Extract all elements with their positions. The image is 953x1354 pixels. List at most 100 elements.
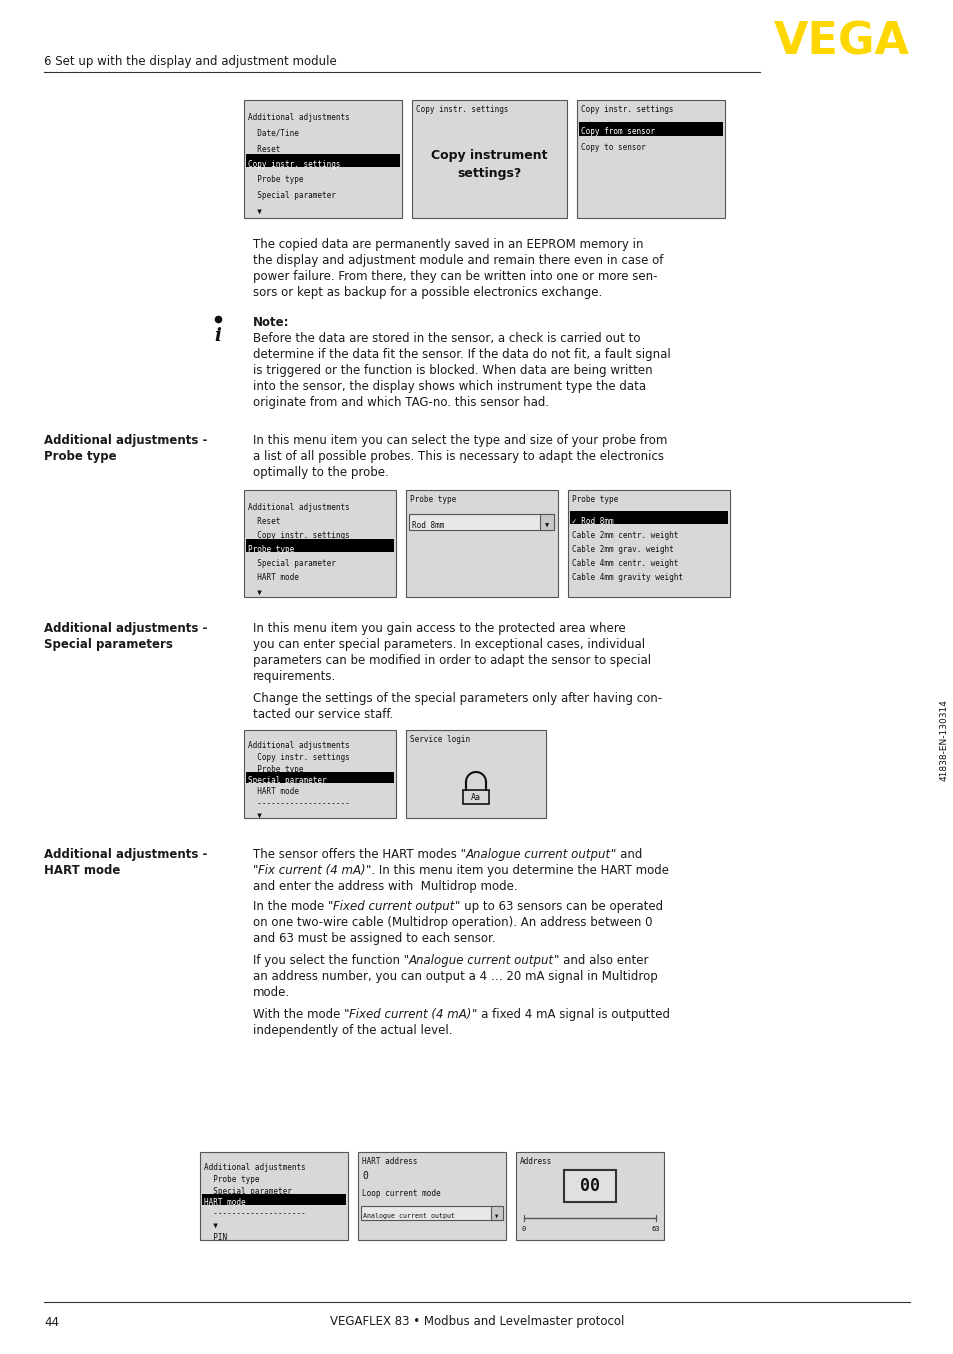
Text: Fix current (4 mA): Fix current (4 mA) bbox=[258, 864, 366, 877]
Text: Analogue current output: Analogue current output bbox=[465, 848, 611, 861]
Text: requirements.: requirements. bbox=[253, 670, 335, 682]
FancyBboxPatch shape bbox=[360, 1206, 498, 1220]
Text: ". In this menu item you determine the HART mode: ". In this menu item you determine the H… bbox=[366, 864, 668, 877]
Text: Cable 4mm gravity weight: Cable 4mm gravity weight bbox=[572, 574, 682, 582]
Text: HART mode: HART mode bbox=[248, 788, 298, 796]
FancyBboxPatch shape bbox=[578, 122, 722, 135]
Text: on one two-wire cable (Multidrop operation). An address between 0: on one two-wire cable (Multidrop operati… bbox=[253, 917, 652, 929]
Text: --------------------: -------------------- bbox=[204, 1209, 305, 1219]
Text: Probe type: Probe type bbox=[248, 176, 303, 184]
Text: " and also enter: " and also enter bbox=[554, 955, 648, 967]
Text: PIN: PIN bbox=[204, 1232, 227, 1242]
Text: ": " bbox=[253, 864, 258, 877]
FancyBboxPatch shape bbox=[202, 1193, 346, 1205]
FancyBboxPatch shape bbox=[244, 490, 395, 597]
Text: Additional adjustments -: Additional adjustments - bbox=[44, 848, 207, 861]
Text: If you select the function ": If you select the function " bbox=[253, 955, 409, 967]
Text: Copy instrument: Copy instrument bbox=[431, 149, 547, 162]
FancyBboxPatch shape bbox=[246, 539, 394, 552]
Text: 00: 00 bbox=[579, 1177, 599, 1196]
FancyBboxPatch shape bbox=[200, 1152, 348, 1240]
FancyBboxPatch shape bbox=[406, 490, 558, 597]
Text: the display and adjustment module and remain there even in case of: the display and adjustment module and re… bbox=[253, 255, 662, 267]
Text: " and: " and bbox=[611, 848, 641, 861]
Text: Special parameter: Special parameter bbox=[248, 776, 326, 785]
Text: Probe type: Probe type bbox=[44, 450, 116, 463]
FancyBboxPatch shape bbox=[563, 1170, 616, 1202]
Text: determine if the data fit the sensor. If the data do not fit, a fault signal: determine if the data fit the sensor. If… bbox=[253, 348, 670, 362]
Text: an address number, you can output a 4 … 20 mA signal in Multidrop: an address number, you can output a 4 … … bbox=[253, 969, 657, 983]
Text: Probe type: Probe type bbox=[248, 765, 303, 773]
FancyBboxPatch shape bbox=[246, 772, 394, 783]
Text: tacted our service staff.: tacted our service staff. bbox=[253, 708, 393, 720]
Text: Additional adjustments: Additional adjustments bbox=[248, 742, 350, 750]
Text: VEGAFLEX 83 • Modbus and Levelmaster protocol: VEGAFLEX 83 • Modbus and Levelmaster pro… bbox=[330, 1316, 623, 1328]
Text: i: i bbox=[214, 328, 221, 345]
Text: Analogue current output: Analogue current output bbox=[409, 955, 554, 967]
Text: VEGA: VEGA bbox=[773, 20, 909, 64]
Text: Probe type: Probe type bbox=[410, 496, 456, 505]
FancyBboxPatch shape bbox=[246, 153, 399, 167]
Text: Copy from sensor: Copy from sensor bbox=[580, 127, 655, 137]
Text: Cable 2mm centr. weight: Cable 2mm centr. weight bbox=[572, 532, 678, 540]
Text: The sensor offers the HART modes ": The sensor offers the HART modes " bbox=[253, 848, 465, 861]
FancyBboxPatch shape bbox=[357, 1152, 505, 1240]
FancyBboxPatch shape bbox=[244, 730, 395, 818]
Text: Copy instr. settings: Copy instr. settings bbox=[248, 160, 340, 169]
Text: independently of the actual level.: independently of the actual level. bbox=[253, 1024, 452, 1037]
Text: HART mode: HART mode bbox=[248, 574, 298, 582]
Text: 0: 0 bbox=[361, 1171, 368, 1181]
Text: Copy instr. settings: Copy instr. settings bbox=[248, 753, 350, 762]
Text: into the sensor, the display shows which instrument type the data: into the sensor, the display shows which… bbox=[253, 380, 645, 393]
Text: " up to 63 sensors can be operated: " up to 63 sensors can be operated bbox=[455, 900, 662, 913]
FancyBboxPatch shape bbox=[409, 515, 551, 529]
Text: and enter the address with  Multidrop mode.: and enter the address with Multidrop mod… bbox=[253, 880, 517, 894]
Text: Aa: Aa bbox=[471, 792, 480, 802]
Text: 6 Set up with the display and adjustment module: 6 Set up with the display and adjustment… bbox=[44, 56, 336, 69]
Text: Additional adjustments: Additional adjustments bbox=[248, 114, 350, 122]
Text: sors or kept as backup for a possible electronics exchange.: sors or kept as backup for a possible el… bbox=[253, 286, 601, 299]
Text: Additional adjustments: Additional adjustments bbox=[204, 1163, 305, 1173]
Text: ▼: ▼ bbox=[248, 811, 262, 819]
FancyBboxPatch shape bbox=[516, 1152, 663, 1240]
Text: Note:: Note: bbox=[253, 315, 289, 329]
Text: and 63 must be assigned to each sensor.: and 63 must be assigned to each sensor. bbox=[253, 932, 496, 945]
Text: HART mode: HART mode bbox=[44, 864, 120, 877]
Text: Fixed current (4 mA): Fixed current (4 mA) bbox=[349, 1007, 472, 1021]
Text: Probe type: Probe type bbox=[248, 546, 294, 555]
Text: With the mode ": With the mode " bbox=[253, 1007, 349, 1021]
FancyBboxPatch shape bbox=[539, 515, 554, 529]
Text: Copy instr. settings: Copy instr. settings bbox=[580, 106, 673, 115]
Text: HART address: HART address bbox=[361, 1158, 417, 1167]
Text: Reset: Reset bbox=[248, 517, 280, 527]
Text: ▼: ▼ bbox=[495, 1213, 498, 1219]
Text: " a fixed 4 mA signal is outputted: " a fixed 4 mA signal is outputted bbox=[472, 1007, 669, 1021]
Text: Analogue current output: Analogue current output bbox=[363, 1213, 455, 1219]
Text: 44: 44 bbox=[44, 1316, 59, 1328]
Text: Service login: Service login bbox=[410, 735, 470, 745]
Text: parameters can be modified in order to adapt the sensor to special: parameters can be modified in order to a… bbox=[253, 654, 651, 668]
Text: Additional adjustments: Additional adjustments bbox=[248, 504, 350, 513]
Text: Address: Address bbox=[519, 1158, 552, 1167]
Text: 41838-EN-130314: 41838-EN-130314 bbox=[939, 699, 947, 781]
Text: is triggered or the function is blocked. When data are being written: is triggered or the function is blocked.… bbox=[253, 364, 652, 376]
Text: settings?: settings? bbox=[456, 168, 521, 180]
Text: Cable 2mm grav. weight: Cable 2mm grav. weight bbox=[572, 546, 673, 555]
Text: --------------------: -------------------- bbox=[248, 799, 350, 808]
Text: HART mode: HART mode bbox=[204, 1198, 245, 1206]
Text: Cable 4mm centr. weight: Cable 4mm centr. weight bbox=[572, 559, 678, 569]
Text: optimally to the probe.: optimally to the probe. bbox=[253, 466, 388, 479]
Text: ▼: ▼ bbox=[544, 523, 549, 529]
Text: ▼: ▼ bbox=[204, 1221, 217, 1229]
Text: originate from and which TAG-no. this sensor had.: originate from and which TAG-no. this se… bbox=[253, 395, 549, 409]
Text: Copy to sensor: Copy to sensor bbox=[580, 144, 645, 153]
FancyBboxPatch shape bbox=[491, 1206, 502, 1220]
Text: In this menu item you can select the type and size of your probe from: In this menu item you can select the typ… bbox=[253, 435, 667, 447]
Text: Special parameter: Special parameter bbox=[204, 1186, 292, 1196]
Text: ✓ Rod 8mm: ✓ Rod 8mm bbox=[572, 517, 613, 527]
Text: Rod 8mm: Rod 8mm bbox=[412, 521, 444, 531]
FancyBboxPatch shape bbox=[462, 789, 489, 804]
Text: Reset: Reset bbox=[248, 145, 280, 153]
Text: Before the data are stored in the sensor, a check is carried out to: Before the data are stored in the sensor… bbox=[253, 332, 639, 345]
Text: 0: 0 bbox=[521, 1225, 525, 1232]
